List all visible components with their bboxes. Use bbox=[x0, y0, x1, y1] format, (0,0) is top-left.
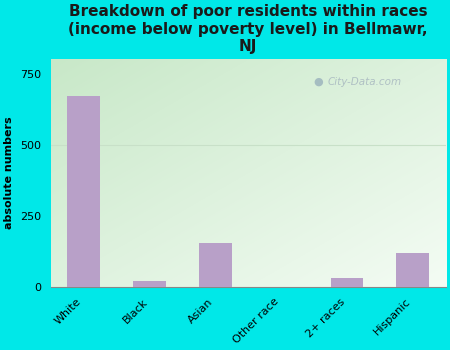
Title: Breakdown of poor residents within races
(income below poverty level) in Bellmaw: Breakdown of poor residents within races… bbox=[68, 4, 428, 54]
Bar bbox=[199, 243, 232, 287]
Bar bbox=[67, 96, 100, 287]
Text: ●: ● bbox=[313, 76, 323, 86]
Text: City-Data.com: City-Data.com bbox=[327, 77, 401, 88]
Bar bbox=[396, 253, 429, 287]
Bar bbox=[331, 278, 364, 287]
Bar bbox=[133, 281, 166, 287]
Y-axis label: absolute numbers: absolute numbers bbox=[4, 117, 14, 229]
